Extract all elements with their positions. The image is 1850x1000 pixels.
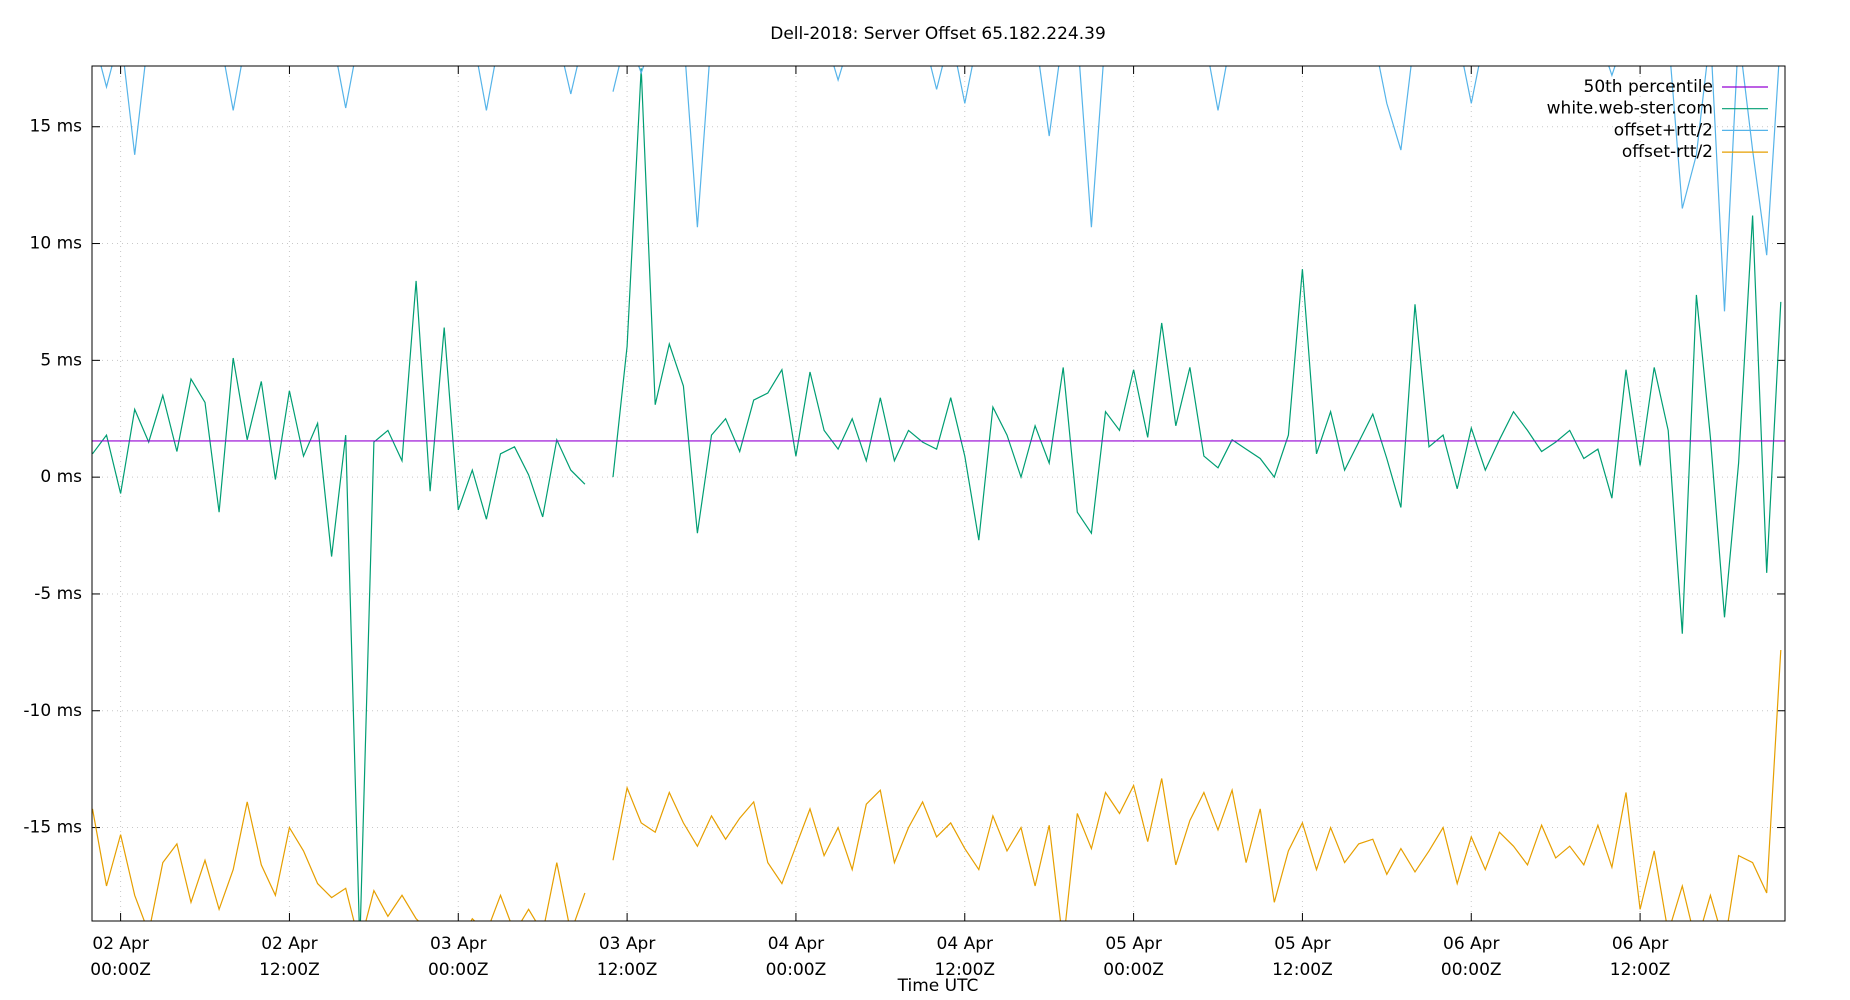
x-tick-label: 05 Apr — [1274, 934, 1330, 954]
x-tick-label: 12:00Z — [259, 960, 320, 980]
x-tick-label: 00:00Z — [1441, 960, 1502, 980]
y-tick-label: 15 ms — [30, 117, 83, 137]
x-tick-label: 00:00Z — [1103, 960, 1164, 980]
series-line — [92, 649, 1782, 921]
x-tick-label: 12:00Z — [1272, 960, 1333, 980]
x-axis-label: Time UTC — [897, 976, 979, 996]
legend-label: white.web-ster.com — [1547, 99, 1713, 119]
series-line — [100, 66, 1780, 312]
y-tick-label: -10 ms — [23, 701, 82, 721]
x-tick-label: 06 Apr — [1443, 934, 1499, 954]
x-tick-label: 12:00Z — [934, 960, 995, 980]
series-line — [92, 68, 1782, 921]
x-tick-label: 00:00Z — [428, 960, 489, 980]
x-tick-label: 12:00Z — [1610, 960, 1671, 980]
x-tick-label: 00:00Z — [90, 960, 151, 980]
y-tick-label: -15 ms — [23, 818, 82, 838]
x-tick-label: 05 Apr — [1105, 934, 1161, 954]
x-tick-label: 02 Apr — [92, 934, 148, 954]
legend-label: 50th percentile — [1584, 77, 1714, 97]
x-tick-label: 04 Apr — [937, 934, 993, 954]
x-tick-label: 03 Apr — [599, 934, 655, 954]
legend-label: offset-rtt/2 — [1622, 142, 1713, 162]
x-tick-label: 04 Apr — [768, 934, 824, 954]
x-tick-label: 02 Apr — [261, 934, 317, 954]
x-tick-label: 03 Apr — [430, 934, 486, 954]
chart-title: Dell-2018: Server Offset 65.182.224.39 — [770, 24, 1106, 44]
x-tick-label: 00:00Z — [766, 960, 827, 980]
x-tick-label: 12:00Z — [597, 960, 658, 980]
y-tick-label: -5 ms — [34, 584, 82, 604]
x-tick-label: 06 Apr — [1612, 934, 1668, 954]
plot-area — [92, 66, 1785, 921]
legend-label: offset+rtt/2 — [1614, 120, 1713, 140]
plot-frame — [91, 65, 1786, 922]
y-tick-label: 5 ms — [40, 350, 82, 370]
y-tick-label: 0 ms — [40, 467, 82, 487]
y-tick-label: 10 ms — [30, 234, 83, 254]
